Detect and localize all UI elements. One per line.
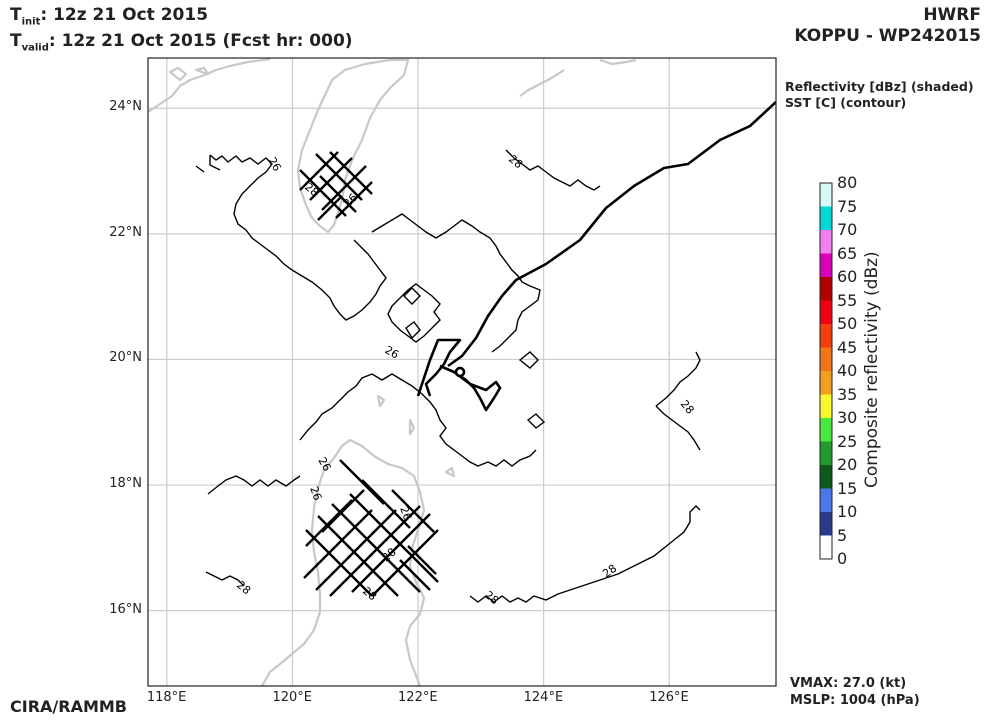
- colorbar-swatch: [820, 324, 832, 348]
- lat-tick-label: 22°N: [109, 224, 142, 240]
- colorbar-swatch: [820, 512, 832, 536]
- china-coast: [148, 58, 271, 113]
- valid-time: Tvalid: 12z 21 Oct 2015 (Fcst hr: 000): [10, 31, 353, 54]
- colorbar-swatch: [820, 230, 832, 254]
- colorbar-swatch: [820, 394, 832, 418]
- colorbar-swatch: [820, 441, 832, 465]
- colorbar-swatch: [820, 488, 832, 512]
- colorbar-swatch: [820, 371, 832, 395]
- lat-tick-label: 18°N: [109, 476, 142, 492]
- colorbar-tick-label: 25: [837, 431, 858, 451]
- colorbar-tick-label: 5: [837, 525, 848, 545]
- colorbar-swatch: [820, 253, 832, 277]
- contour-label: 26: [315, 455, 333, 474]
- colorbar-tick-label: 20: [837, 455, 858, 474]
- taiwan-coast: [296, 58, 410, 234]
- lon-tick-label: 120°E: [272, 690, 312, 705]
- lat-tick-label: 20°N: [109, 350, 142, 366]
- colorbar-swatch: [820, 535, 832, 559]
- colorbar-swatch: [820, 418, 832, 442]
- coastlines: [148, 58, 637, 686]
- shaded-field-label: Reflectivity [dBz] (shaded): [785, 79, 974, 94]
- storm-name: KOPPU - WP242015: [794, 26, 981, 46]
- colorbar-tick-label: 75: [837, 196, 858, 216]
- lat-tick-label: 24°N: [109, 99, 142, 115]
- colorbar-swatch: [820, 183, 832, 207]
- graticule: [148, 58, 776, 686]
- map-frame: [147, 57, 777, 687]
- colorbar-swatch: [820, 206, 832, 230]
- model-name: HWRF: [923, 5, 981, 25]
- contour-label: 26: [397, 505, 414, 523]
- colorbar-tick-label: 80: [837, 173, 858, 192]
- colorbar-frame: [819, 182, 833, 560]
- colorbar-tick-label: 55: [837, 290, 858, 310]
- lon-tick-label: 118°E: [146, 690, 187, 705]
- mslp-value: MSLP: 1004 (hPa): [790, 693, 920, 708]
- contour-label: 26: [307, 485, 324, 503]
- init-time: Tinit: 12z 21 Oct 2015: [10, 5, 209, 28]
- lon-tick-label: 126°E: [649, 690, 689, 705]
- colorbar-tick-label: 0: [837, 549, 848, 568]
- contour-field-label: SST [C] (contour): [785, 95, 907, 110]
- sst-contours: [195, 149, 701, 603]
- colorbar-tick-label: 35: [837, 384, 858, 404]
- colorbar-swatch: [820, 465, 832, 489]
- colorbar-tick-label: 70: [837, 220, 858, 239]
- colorbar-tick-label: 50: [837, 314, 858, 333]
- colorbar-tick-label: 40: [837, 361, 858, 380]
- colorbar-tick-label: 10: [837, 502, 858, 521]
- colorbar-tick-label: 60: [837, 267, 858, 286]
- contour-label: 26: [265, 155, 283, 174]
- colorbar-swatch: [820, 277, 832, 301]
- colorbar-tick-label: 65: [837, 243, 858, 263]
- colorbar-tick-label: 30: [837, 408, 858, 427]
- colorbar-tick-label: 15: [837, 478, 858, 498]
- colorbar-tick-label: 45: [837, 337, 858, 357]
- contour-label: 26: [383, 343, 402, 361]
- credit-label: CIRA/RAMMB: [10, 697, 127, 716]
- vmax-value: VMAX: 27.0 (kt): [790, 676, 907, 691]
- colorbar-title: Composite reflectivity (dBz): [862, 251, 882, 488]
- colorbar-swatch: [820, 300, 832, 324]
- lon-tick-label: 122°E: [398, 690, 438, 705]
- lat-tick-label: 16°N: [109, 601, 142, 617]
- colorbar-swatch: [820, 347, 832, 371]
- lon-tick-label: 124°E: [523, 690, 564, 705]
- storm-track: [416, 101, 776, 412]
